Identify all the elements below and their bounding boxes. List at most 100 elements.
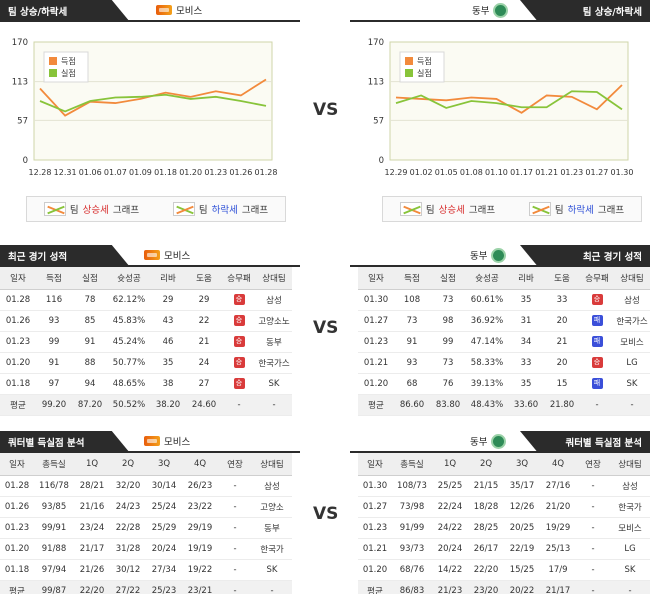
avg-cell: 평균: [0, 394, 36, 416]
avg-cell: 38.20: [150, 394, 186, 416]
column-header: 도움: [186, 267, 222, 290]
column-header: 상대팀: [256, 267, 292, 290]
column-header: 슛성공: [108, 267, 150, 290]
column-header: 일자: [0, 453, 34, 476]
cell-date: 01.27: [358, 310, 394, 332]
team-dongbu-label: 동부: [470, 245, 507, 265]
cell-rebounds: 31: [508, 310, 544, 332]
table-header-row: 일자 총득실 1Q 2Q 3Q 4Q 연장 상대팀: [0, 453, 292, 476]
cell-q2: 31/28: [110, 538, 146, 560]
table-header-row: 일자 득점 실점 슛성공 리바 도움 승무패 상대팀: [358, 267, 650, 290]
cell-total: 91/99: [392, 517, 432, 539]
avg-cell: -: [610, 580, 650, 594]
cell-points: 116: [36, 289, 72, 311]
x-tick-label: 01.05: [435, 168, 458, 177]
cell-result: 승: [222, 373, 256, 395]
legend-swatch: [405, 57, 413, 65]
header-rule: [0, 451, 300, 453]
cell-opponent: LG: [614, 352, 650, 374]
table-row: 01.26 93/85 21/16 24/23 25/24 23/22- 고양소: [0, 496, 292, 518]
cell-q2: 30/12: [110, 559, 146, 581]
cell-date: 01.20: [0, 538, 34, 560]
trend-graph-icon: [528, 202, 551, 216]
cell-q3: 12/26: [504, 496, 540, 518]
down-trend-legend: 팀 하락세 그래프: [172, 202, 269, 216]
avg-cell: 33.60: [508, 394, 544, 416]
table-row: 01.30 108/73 25/25 21/15 35/17 27/16- 삼성: [358, 475, 650, 497]
cell-q2: 32/20: [110, 475, 146, 497]
cell-q1: 21/26: [74, 559, 110, 581]
cell-total: 91/88: [34, 538, 74, 560]
recent-table-right: 일자 득점 실점 슛성공 리바 도움 승무패 상대팀 01.30 108 73 60.61% 35 33 승…: [358, 267, 650, 416]
result-badge: 패: [591, 336, 603, 347]
column-header: 슛성공: [466, 267, 508, 290]
cell-ot: -: [576, 538, 610, 560]
legend-down-word: 하락세: [567, 205, 594, 216]
cell-q3: 22/19: [504, 538, 540, 560]
cell-opponent: 삼성: [256, 289, 292, 311]
column-header: 일자: [358, 267, 394, 290]
cell-q4: 23/22: [182, 496, 218, 518]
recent-title-right: 최근 경기 성적: [520, 245, 650, 267]
column-header: 일자: [0, 267, 36, 290]
x-tick-label: 12.28: [29, 168, 52, 177]
y-tick-label: 170: [12, 38, 28, 48]
cell-date: 01.28: [0, 475, 34, 497]
cell-points: 91: [394, 331, 430, 353]
cell-assists: 22: [186, 310, 222, 332]
column-header: 연장: [576, 453, 610, 476]
cell-result: 승: [222, 289, 256, 311]
column-header: 상대팀: [610, 453, 650, 476]
x-tick-label: 01.09: [129, 168, 152, 177]
x-tick-label: 01.06: [79, 168, 102, 177]
column-header: 리바: [150, 267, 186, 290]
team-name: 동부: [470, 437, 488, 448]
cell-vs: 한국가: [252, 538, 292, 560]
column-header: 2Q: [468, 453, 504, 476]
cell-result: 승: [580, 289, 614, 311]
cell-assists: 20: [544, 352, 580, 374]
cell-ot: -: [218, 517, 252, 539]
column-header: 실점: [72, 267, 108, 290]
legend-suffix: 그래프: [241, 205, 269, 216]
cell-date: 01.23: [0, 517, 34, 539]
cell-q4: 26/23: [182, 475, 218, 497]
x-tick-label: 01.08: [460, 168, 483, 177]
avg-cell: 평균: [0, 580, 34, 594]
cell-date: 01.28: [0, 289, 36, 311]
cell-date: 01.20: [0, 352, 36, 374]
cell-total: 97/94: [34, 559, 74, 581]
column-header: 3Q: [146, 453, 182, 476]
x-tick-label: 01.23: [560, 168, 583, 177]
cell-q1: 28/21: [74, 475, 110, 497]
table-header-row: 일자 득점 실점 슛성공 리바 도움 승무패 상대팀: [0, 267, 292, 290]
legend-prefix: 팀: [69, 205, 79, 216]
team-name: 동부: [472, 6, 490, 17]
team-name: 모비스: [164, 437, 191, 448]
cell-q3: 20/24: [146, 538, 182, 560]
avg-cell: 21/23: [432, 580, 468, 594]
avg-cell: -: [256, 394, 292, 416]
cell-total: 68/76: [392, 559, 432, 581]
cell-date: 01.23: [358, 517, 392, 539]
legend-prefix: 팀: [554, 205, 564, 216]
avg-cell: 99/87: [34, 580, 74, 594]
x-tick-label: 01.27: [585, 168, 608, 177]
column-header: 상대팀: [252, 453, 292, 476]
cell-q3: 27/34: [146, 559, 182, 581]
avg-cell: 48.43%: [466, 394, 508, 416]
cell-rebounds: 33: [508, 352, 544, 374]
trend-header-left: 팀 상승/하락세 모비스: [0, 0, 300, 22]
up-trend-legend: 팀 상승세 그래프: [43, 202, 139, 216]
result-badge: 패: [591, 378, 603, 389]
table-row: 01.21 93 73 58.33% 33 20 승 LG: [358, 352, 650, 374]
cell-q3: 25/24: [146, 496, 182, 518]
cell-result: 패: [580, 331, 614, 353]
quarter-title-left: 쿼터별 득실점 분석: [0, 431, 130, 453]
result-badge: 승: [591, 357, 603, 368]
series-line-allowed: [395, 90, 623, 111]
cell-points: 108: [394, 289, 430, 311]
down-trend-legend: 팀 하락세 그래프: [528, 202, 624, 216]
